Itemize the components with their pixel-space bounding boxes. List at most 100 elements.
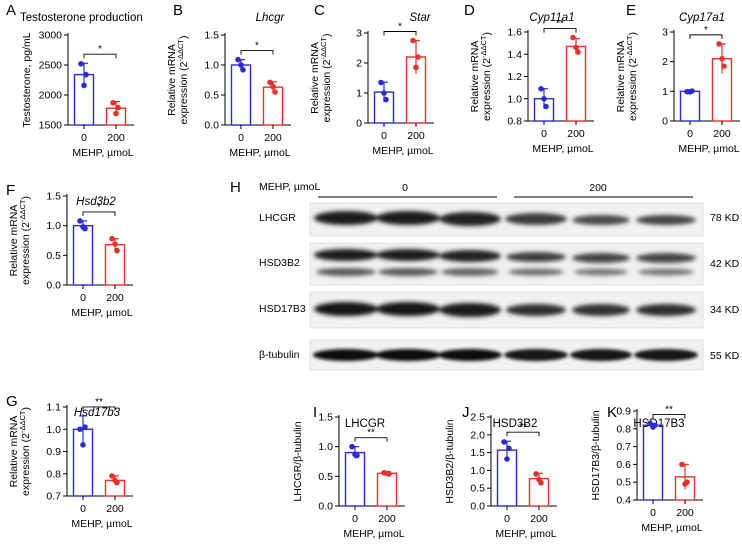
x-tick-label-d-1: 200 (567, 128, 585, 140)
y-tick-label-b-1: 0.5 (204, 90, 219, 102)
y-tick-label-k-2: 0.6 (616, 459, 631, 471)
y-axis-label-d-1: expression (2-ΔΔCT) (479, 32, 493, 121)
western-blot-panel: H MEHP, µmoL 0 200 LHCGR 78 KD HSD3B2 (230, 179, 740, 371)
x-tick-label-c-1: 200 (407, 130, 425, 142)
y-tick-label-e-0: 0 (662, 116, 668, 128)
y-tick-label-f-1: 0.5 (46, 250, 61, 262)
significance-bracket-i (354, 437, 388, 442)
data-point-a-200-1 (115, 104, 121, 111)
x-tick-label-e-0: 0 (687, 128, 693, 140)
data-point-b-200-0 (267, 79, 273, 86)
x-tick-label-k-0: 0 (650, 507, 656, 519)
y-axis-label-a-0: Testosterone, pg/mL (21, 32, 33, 127)
blot-bands-hsd17b3 (314, 302, 696, 317)
data-point-b-200-1 (272, 89, 278, 95)
data-point-f-200-2 (112, 241, 118, 247)
y-tick-label-j-2: 1.0 (470, 465, 485, 477)
significance-label-a: * (98, 44, 102, 55)
y-tick-label-k-1: 0.5 (616, 477, 631, 489)
x-axis-label-g: MEHP, µmoL (71, 518, 132, 530)
data-point-k-200-2 (682, 481, 688, 487)
y-axis-label-e-0: Relative mRNA (615, 41, 627, 113)
panel-letter-b: B (173, 2, 183, 19)
y-axis-label-g-1: expression (2-ΔΔCT) (18, 407, 32, 496)
y-tick-label-g-1: 0.8 (46, 468, 61, 480)
panel-letter-f: F (6, 182, 15, 199)
chart-panel-k: K HSD17B3 0.4 0.5 0.6 0.7 0.8 0.9 0 200 ** MEHP, µm… (590, 404, 703, 534)
bar-k-0 (642, 424, 664, 501)
bar-b-0 (230, 64, 252, 126)
data-point-c-200-2 (413, 64, 419, 71)
y-tick-label-a-2: 2500 (39, 60, 63, 72)
y-tick-label-k-3: 0.7 (616, 441, 631, 453)
chart-title-j: HSD3B2 (493, 418, 538, 430)
bar-f-0 (72, 224, 94, 286)
data-point-e-200-2 (719, 55, 725, 62)
data-point-f-0-2 (80, 224, 86, 230)
significance-bracket-g (82, 406, 116, 411)
data-point-e-200-0 (716, 41, 722, 47)
chart-panel-f: F Hsd3b2 0.0 0.5 1.0 1.5 0 200 * MEHP, µmoL Relati… (6, 182, 133, 319)
x-tick-label-i-1: 200 (378, 513, 396, 525)
data-point-a-200-2 (113, 110, 119, 117)
y-tick-label-b-0: 0.0 (204, 120, 219, 132)
significance-label-g: ** (95, 397, 103, 408)
blot-bands-hsd3b2 (314, 249, 696, 276)
blot-row-lhcgr-label: LHCGR (259, 212, 296, 224)
data-point-f-200-1 (114, 247, 120, 254)
blot-row-lhcgr-size: 78 KD (710, 212, 740, 224)
x-axis-label-a: MEHP, µmoL (72, 147, 133, 159)
blot-row-hsd3b2-size: 42 KD (710, 258, 740, 270)
significance-label-k: ** (665, 404, 673, 415)
blot-row-tubulin-label: β-tubulin (259, 349, 300, 361)
significance-label-f: * (97, 202, 101, 213)
y-tick-label-d-4: 1.6 (507, 27, 522, 39)
significance-label-c: * (398, 22, 402, 33)
y-tick-label-i-0: 0.0 (318, 501, 333, 513)
chart-title-k: HSD17B3 (633, 418, 684, 430)
data-point-c-0-0 (378, 79, 384, 86)
chart-title-a: Testosterone production (20, 12, 143, 24)
significance-bracket-a (83, 53, 117, 59)
chart-title-f: Hsd3b2 (76, 196, 116, 208)
panel-letter-c: C (314, 2, 325, 19)
chart-panel-e: E Cyp17a1 0 1 2 3 0 200 * MEHP, µmoL Relative mRNA… (615, 2, 740, 155)
data-point-i-0-2 (352, 451, 358, 458)
y-axis-label-d-0: Relative mRNA (469, 41, 481, 113)
data-point-a-0-0 (78, 61, 84, 67)
significance-bracket-f (82, 211, 116, 216)
x-tick-label-j-0: 0 (504, 513, 510, 525)
y-tick-label-f-3: 1.5 (46, 191, 61, 203)
x-tick-label-b-1: 200 (264, 132, 282, 144)
significance-bracket-b (240, 50, 274, 55)
data-point-d-200-0 (570, 34, 576, 41)
y-axis-label-e-1: expression (2-ΔΔCT) (625, 32, 639, 121)
x-tick-label-f-0: 0 (80, 292, 86, 304)
y-axis-label-c-0: Relative mRNA (309, 42, 321, 114)
data-point-c-0-2 (381, 90, 387, 96)
y-tick-label-i-3: 1.5 (318, 412, 333, 424)
chart-panel-g: G Hsd17b3 0.7 0.8 0.9 1.0 1.1 0 200 ** MEHP, µmoL R… (6, 393, 133, 530)
chart-panel-d: D Cyp11a1 0.8 1.0 1.2 1.4 1.6 0 200 ** MEHP, µmoL R… (464, 2, 594, 155)
x-axis-label-f: MEHP, µmoL (71, 307, 132, 319)
data-point-j-0-0 (501, 439, 507, 445)
bar-i-200 (376, 472, 398, 507)
chart-panel-c: C Star 0 1 2 3 0 200 * MEHP, µmoL Relative mRNA exp… (309, 2, 434, 157)
x-axis-label-b: MEHP, µmoL (229, 147, 290, 159)
y-tick-label-d-3: 1.4 (507, 49, 522, 61)
data-point-b-200-2 (270, 83, 276, 90)
x-tick-label-g-0: 0 (80, 503, 86, 515)
data-point-d-0-1 (543, 103, 549, 110)
y-axis-label-i-0: LHCGR/β-tubulin (292, 421, 304, 501)
significance-bracket-d (543, 28, 577, 33)
data-point-j-200-0 (533, 471, 539, 477)
data-point-d-0-2 (541, 95, 547, 102)
x-axis-label-e: MEHP, µmoL (678, 143, 739, 155)
y-tick-label-j-1: 0.5 (470, 483, 485, 495)
x-tick-label-g-1: 200 (106, 503, 124, 515)
data-point-b-0-0 (235, 56, 241, 63)
y-tick-label-e-3: 3 (662, 27, 668, 39)
y-tick-label-a-3: 3000 (39, 30, 63, 42)
data-point-j-0-1 (506, 445, 512, 452)
